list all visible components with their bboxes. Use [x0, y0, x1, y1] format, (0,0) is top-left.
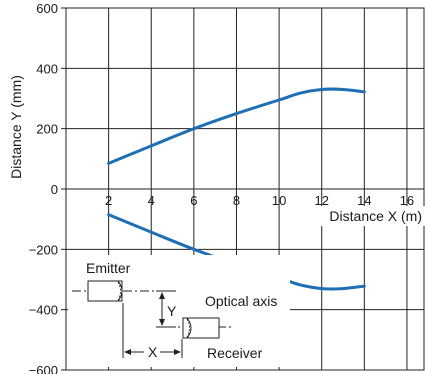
y-offset-dimension: Y [156, 290, 177, 328]
emitter-receiver-diagram: Emitter Optical axis Y [68, 255, 290, 367]
y-offset-label: Y [167, 303, 177, 319]
x-distance-label: X [148, 344, 158, 360]
receiver-label: Receiver [207, 345, 263, 361]
y-tick-label: −200 [29, 242, 58, 257]
plot-frame [65, 7, 425, 371]
y-tick-label: 200 [36, 122, 58, 137]
x-arrow-right [174, 349, 181, 355]
emitter-lens-inner [117, 281, 121, 301]
y-arrow-up [159, 292, 165, 299]
emitter-lens [117, 280, 123, 302]
receiver-lens-inner [186, 318, 190, 338]
x-tick-label: 16 [400, 193, 414, 208]
x-tick-label: 12 [314, 193, 328, 208]
y-tick-label: −600 [29, 363, 58, 374]
emitter-label: Emitter [86, 260, 131, 276]
x-distance-dimension: X [122, 303, 183, 360]
receiver-body [182, 317, 220, 339]
y-tick-label: −400 [29, 303, 58, 318]
y-tick-label: 600 [36, 1, 58, 16]
x-tick-label: 14 [357, 193, 371, 208]
x-tick-label: 2 [105, 193, 112, 208]
diagram-background [68, 255, 290, 367]
y-arrow-down [159, 319, 165, 326]
receiver-lens [186, 317, 192, 339]
optical-axis-label: Optical axis [205, 293, 277, 309]
x-axis-title: Distance X (m) [329, 208, 422, 224]
x-tick-label: 10 [272, 193, 286, 208]
upper-boundary-line [107, 87, 366, 165]
emitter-icon [72, 280, 156, 302]
receiver-icon [166, 317, 232, 339]
grid [66, 7, 424, 371]
emitter-body [87, 280, 123, 302]
x-tick-label: 4 [148, 193, 155, 208]
y-tick-label: 0 [51, 182, 58, 197]
x-arrow-left [124, 349, 131, 355]
x-tick-label: 8 [233, 193, 240, 208]
y-tick-label: 400 [36, 61, 58, 76]
ticks: 2 4 6 8 10 12 14 16 −600 −400 −200 0 200 400 600 [29, 1, 414, 374]
x-axis-title-background [309, 206, 425, 226]
x-tick-label: 6 [190, 193, 197, 208]
y-axis-title: Distance Y (mm) [8, 75, 24, 179]
